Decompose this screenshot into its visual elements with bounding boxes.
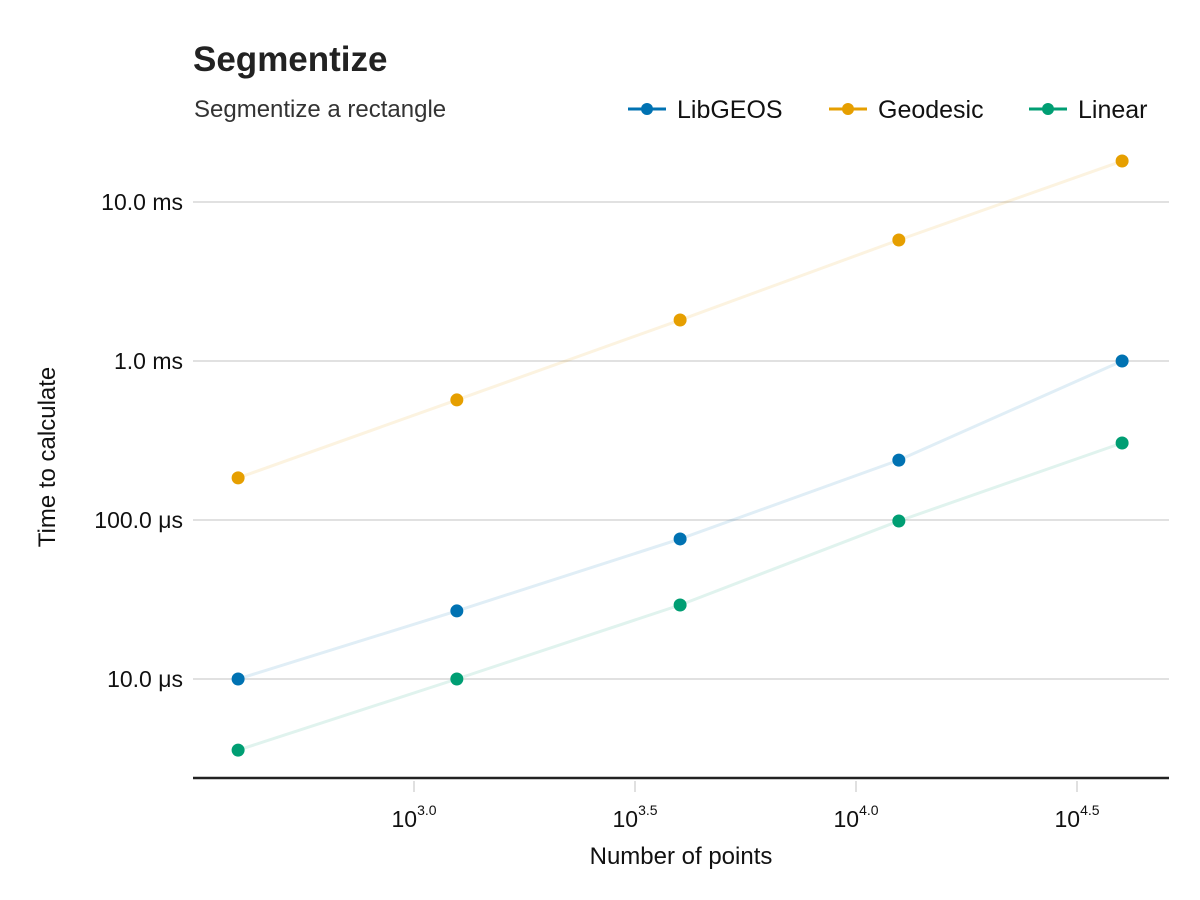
data-point-geodesic [1115, 154, 1129, 168]
y-tick-label: 100.0 μs [94, 507, 183, 533]
x-tick-base: 10 [1054, 806, 1080, 832]
legend-point-marker [842, 103, 854, 115]
y-tick-label: 1.0 ms [114, 348, 183, 374]
data-point-libgeos [673, 532, 687, 546]
x-tick-exponent: 4.5 [1080, 802, 1100, 818]
x-axis-ticks: 103.0 103.5 104.0 104.5 [391, 781, 1100, 832]
data-point-libgeos [231, 672, 245, 686]
series-points [231, 154, 1129, 757]
y-tick-label: 10.0 ms [101, 189, 183, 215]
data-point-geodesic [450, 393, 464, 407]
data-point-linear [231, 743, 245, 757]
grid-lines [193, 201, 1169, 680]
series-line-linear [237, 441, 1123, 752]
data-point-libgeos [892, 453, 906, 467]
legend-item-geodesic: Geodesic [829, 96, 984, 124]
legend-item-libgeos: LibGEOS [628, 96, 783, 124]
x-tick-base: 10 [391, 806, 417, 832]
chart-title: Segmentize [193, 40, 388, 79]
x-tick-label: 104.0 [833, 802, 878, 832]
x-tick-label: 103.5 [612, 802, 657, 832]
legend-item-linear: Linear [1029, 96, 1148, 124]
data-point-geodesic [673, 313, 687, 327]
x-tick-exponent: 3.0 [417, 802, 437, 818]
legend: LibGEOS Geodesic Linear [628, 96, 1148, 124]
chart-subtitle: Segmentize a rectangle [194, 96, 446, 123]
y-axis-label: Time to calculate [34, 367, 61, 548]
series-lines [237, 159, 1123, 752]
x-tick-exponent: 3.5 [638, 802, 658, 818]
data-point-linear [673, 598, 687, 612]
x-tick-exponent: 4.0 [859, 802, 879, 818]
data-point-linear [450, 672, 464, 686]
x-axis-label: Number of points [590, 843, 773, 870]
legend-point-marker [1042, 103, 1054, 115]
x-tick-base: 10 [833, 806, 859, 832]
legend-label: LibGEOS [677, 96, 783, 124]
y-tick-label: 10.0 μs [107, 666, 183, 692]
data-point-geodesic [892, 233, 906, 247]
legend-label: Linear [1078, 96, 1148, 124]
data-point-linear [1115, 436, 1129, 450]
data-point-libgeos [1115, 354, 1129, 368]
data-point-geodesic [231, 471, 245, 485]
x-tick-base: 10 [612, 806, 638, 832]
x-tick-label: 103.0 [391, 802, 436, 832]
y-axis-ticks: 10.0 ms 1.0 ms 100.0 μs 10.0 μs [94, 189, 183, 692]
data-point-linear [892, 514, 906, 528]
data-point-libgeos [450, 604, 464, 618]
x-tick-label: 104.5 [1054, 802, 1099, 832]
legend-point-marker [641, 103, 653, 115]
legend-label: Geodesic [878, 96, 984, 124]
